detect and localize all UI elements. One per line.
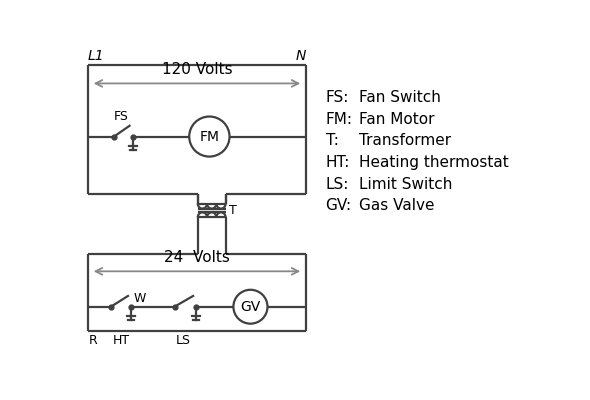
- Text: L1: L1: [88, 49, 104, 63]
- Text: HT:: HT:: [326, 155, 350, 170]
- Text: LS:: LS:: [326, 176, 349, 192]
- Text: FS:: FS:: [326, 90, 349, 105]
- Text: R: R: [88, 334, 97, 348]
- Text: LS: LS: [176, 334, 191, 348]
- Text: Fan Switch: Fan Switch: [359, 90, 441, 105]
- Text: FS: FS: [114, 110, 129, 123]
- Text: HT: HT: [113, 334, 130, 348]
- Text: T:: T:: [326, 134, 339, 148]
- Text: T: T: [229, 204, 237, 217]
- Text: GV: GV: [240, 300, 261, 314]
- Text: Limit Switch: Limit Switch: [359, 176, 453, 192]
- Text: N: N: [296, 49, 306, 63]
- Text: Heating thermostat: Heating thermostat: [359, 155, 509, 170]
- Text: 120 Volts: 120 Volts: [162, 62, 232, 77]
- Text: Fan Motor: Fan Motor: [359, 112, 434, 127]
- Text: Transformer: Transformer: [359, 134, 451, 148]
- Text: W: W: [133, 292, 146, 305]
- Text: 24  Volts: 24 Volts: [164, 250, 230, 265]
- Text: FM:: FM:: [326, 112, 353, 127]
- Text: GV:: GV:: [326, 198, 352, 213]
- Text: Gas Valve: Gas Valve: [359, 198, 434, 213]
- Text: FM: FM: [199, 130, 219, 144]
